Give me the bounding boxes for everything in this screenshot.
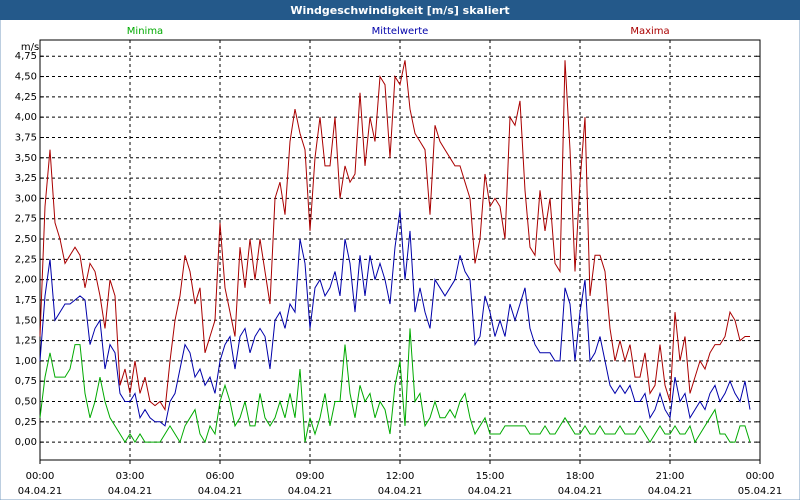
legend-label: Mittelwerte: [372, 26, 429, 37]
x-tick-date: 04.04.21: [288, 486, 333, 497]
y-tick-label: 4,25: [15, 92, 37, 103]
x-tick-label: 03:00: [116, 471, 145, 482]
y-tick-label: 3,50: [15, 153, 37, 164]
series-line: [39, 60, 750, 412]
series-line: [39, 210, 751, 427]
y-tick-label: 3,00: [15, 193, 37, 204]
x-tick-date: 04.04.21: [468, 486, 513, 497]
x-tick-date: 04.04.21: [558, 486, 603, 497]
series-line: [39, 328, 751, 444]
title-bar: [0, 0, 800, 20]
x-tick-label: 15:00: [476, 471, 505, 482]
y-tick-label: 2,00: [15, 275, 37, 286]
y-tick-label: 2,75: [15, 214, 37, 225]
y-tick-label: 0,00: [15, 437, 37, 448]
x-tick-label: 09:00: [296, 471, 325, 482]
x-tick-date: 04.04.21: [18, 486, 63, 497]
y-tick-label: 2,50: [15, 234, 37, 245]
legend-label: Minima: [127, 26, 163, 37]
chart-title: Windgeschwindigkeit [m/s] skaliert: [290, 4, 509, 17]
x-tick-label: 18:00: [566, 471, 595, 482]
x-tick-label: 21:00: [656, 471, 685, 482]
legend-label: Maxima: [630, 26, 669, 37]
x-tick-date: 04.04.21: [198, 486, 243, 497]
x-tick-date: 05.04.21: [738, 486, 783, 497]
y-tick-label: 1,25: [15, 336, 37, 347]
x-tick-date: 04.04.21: [108, 486, 153, 497]
y-tick-label: 4,50: [15, 72, 37, 83]
y-tick-label: 1,75: [15, 295, 37, 306]
x-tick-label: 00:00: [746, 471, 775, 482]
y-tick-label: 1,50: [15, 315, 37, 326]
x-tick-label: 00:00: [26, 471, 55, 482]
y-tick-label: 4,75: [15, 51, 37, 62]
y-axis-label: m/s: [21, 42, 39, 53]
y-tick-label: 0,25: [15, 417, 37, 428]
y-tick-label: 0,50: [15, 397, 37, 408]
x-tick-date: 04.04.21: [648, 486, 693, 497]
y-tick-label: 0,75: [15, 376, 37, 387]
y-tick-label: 3,25: [15, 173, 37, 184]
x-tick-label: 06:00: [206, 471, 235, 482]
y-tick-label: 4,00: [15, 112, 37, 123]
y-tick-label: 3,75: [15, 132, 37, 143]
x-tick-label: 12:00: [386, 471, 415, 482]
y-tick-label: 2,25: [15, 254, 37, 265]
x-tick-date: 04.04.21: [378, 486, 423, 497]
y-tick-label: 1,00: [15, 356, 37, 367]
